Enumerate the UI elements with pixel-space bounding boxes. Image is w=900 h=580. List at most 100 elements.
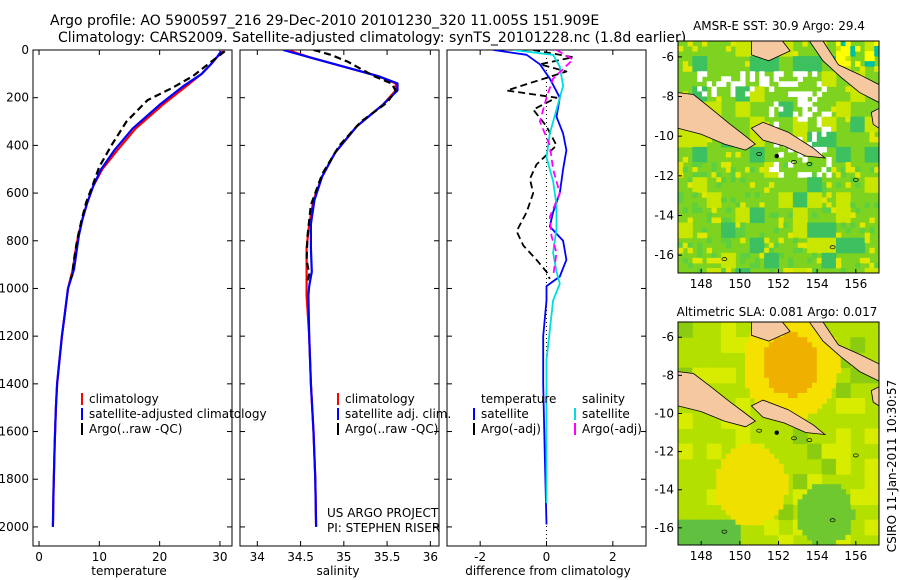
map-cell xyxy=(740,474,746,480)
map-cell xyxy=(778,111,784,118)
map-cell xyxy=(850,116,856,123)
map-cell xyxy=(826,352,832,358)
map-cell xyxy=(682,327,689,333)
map-cell xyxy=(812,66,818,72)
legend-temp-argo-label: Argo(-adj) xyxy=(481,422,541,436)
map-cell xyxy=(816,172,823,178)
map-cell xyxy=(850,377,856,384)
map-cell xyxy=(783,489,789,495)
map-cell xyxy=(802,438,808,445)
map-cell xyxy=(778,222,784,229)
map-cell xyxy=(768,382,775,389)
map-cell xyxy=(701,136,708,143)
map-cell xyxy=(840,453,846,460)
map-cell xyxy=(735,458,741,465)
map-cell xyxy=(745,408,751,414)
map-cell xyxy=(788,372,794,379)
map-cell xyxy=(864,474,870,480)
map-cell xyxy=(778,337,784,343)
map-cell xyxy=(773,227,779,234)
map-cell xyxy=(754,237,760,244)
map-cell xyxy=(812,202,818,208)
map-cell xyxy=(759,157,765,163)
map-cell xyxy=(792,111,799,118)
map-cell xyxy=(773,262,779,269)
series-satellite-adj-clim xyxy=(283,50,399,527)
map-cell xyxy=(831,534,837,541)
map-cell xyxy=(768,499,775,505)
map-cell xyxy=(835,151,842,158)
map-cell xyxy=(816,131,823,138)
map-cell xyxy=(812,352,818,358)
land-mass xyxy=(870,107,879,129)
map-cell xyxy=(697,367,703,374)
map-cell xyxy=(678,539,684,545)
map-cell xyxy=(740,257,746,264)
map-cell xyxy=(745,468,751,475)
map-cell xyxy=(864,177,870,183)
map-cell xyxy=(835,458,842,465)
map-cell xyxy=(850,247,856,254)
map-cell xyxy=(788,387,794,394)
map-cell xyxy=(768,479,775,485)
map-cell xyxy=(850,372,856,379)
map-cell xyxy=(759,116,765,123)
map-cell xyxy=(831,71,837,77)
map-cell xyxy=(706,489,712,495)
map-cell xyxy=(711,162,717,168)
map-cell xyxy=(678,136,684,143)
map-cell xyxy=(840,408,846,414)
map-cell xyxy=(725,217,732,224)
map-cell xyxy=(745,484,751,490)
map-cell xyxy=(826,232,832,239)
map-cell xyxy=(749,61,756,67)
map-cell xyxy=(773,372,779,379)
map-cell xyxy=(840,146,846,153)
map-cell xyxy=(735,342,741,348)
map-cell xyxy=(855,398,861,404)
map-cell xyxy=(812,453,818,460)
map-cell xyxy=(730,327,736,333)
map-cell xyxy=(764,458,770,465)
map-cell xyxy=(821,247,827,254)
map-cell xyxy=(740,342,746,348)
map-cell xyxy=(730,458,736,465)
map-cell xyxy=(764,448,770,455)
map-cell xyxy=(754,468,760,475)
map-cell xyxy=(749,352,756,358)
map-cell xyxy=(812,182,818,188)
map-cell xyxy=(802,71,808,77)
map-cell xyxy=(778,237,784,244)
map-cell xyxy=(682,207,689,213)
map-cell xyxy=(850,403,856,409)
map-cell xyxy=(706,499,712,505)
map-cell xyxy=(697,86,703,92)
map-cell xyxy=(826,182,832,188)
map-cell xyxy=(869,489,875,495)
map-cell xyxy=(735,398,741,404)
map-cell xyxy=(864,433,870,440)
map-cell xyxy=(792,499,799,505)
map-cell xyxy=(831,126,837,133)
map-cell xyxy=(759,474,765,480)
map-cell xyxy=(682,367,689,374)
map-cell xyxy=(797,357,803,364)
x-tick-label: 2 xyxy=(609,550,617,564)
map-cell xyxy=(692,66,698,72)
map-cell xyxy=(697,207,703,213)
map-cell xyxy=(797,232,803,239)
map-cell xyxy=(706,453,712,460)
map-cell xyxy=(845,403,851,409)
map-cell xyxy=(730,524,736,531)
map-cell xyxy=(845,463,851,470)
map-cell xyxy=(797,428,803,434)
map-cell xyxy=(797,474,803,480)
map-cell xyxy=(678,167,684,173)
map-cell xyxy=(697,177,703,183)
map-cell xyxy=(701,232,708,239)
map-cell xyxy=(730,463,736,470)
island-outline xyxy=(852,453,859,458)
map-cell xyxy=(840,151,846,158)
map-cell xyxy=(773,474,779,480)
map-cell xyxy=(840,494,846,500)
